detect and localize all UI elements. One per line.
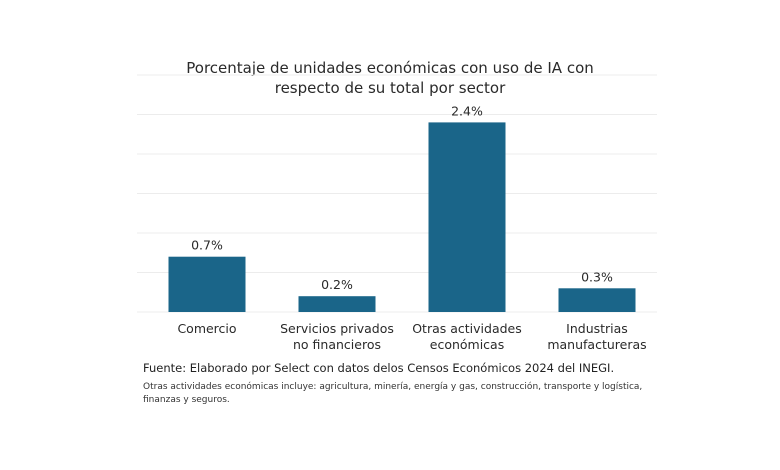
x-tick-label: manufactureras — [547, 337, 646, 352]
chart-title: Porcentaje de unidades económicas con us… — [140, 58, 640, 98]
data-label: 0.2% — [321, 277, 353, 292]
x-tick-label: Otras actividades — [412, 321, 522, 336]
x-tick-label: económicas — [430, 337, 504, 352]
footnote: Otras actividades económicas incluye: ag… — [143, 382, 643, 405]
bar — [298, 296, 376, 312]
data-label: 0.7% — [191, 238, 223, 253]
chart-title-line-1: Porcentaje de unidades económicas con us… — [186, 59, 594, 77]
bars — [168, 122, 636, 313]
data-labels: 0.7% 0.2% 2.4% 0.3% — [191, 103, 613, 292]
data-label: 2.4% — [451, 103, 483, 118]
x-tick-label: Industrias — [566, 321, 628, 336]
chart-title-line-2: respecto de su total por sector — [274, 79, 506, 97]
bar — [428, 122, 506, 313]
x-tick-label: no financieros — [293, 337, 381, 352]
bar — [558, 288, 636, 312]
x-tick-label: Comercio — [177, 321, 236, 336]
bar — [168, 256, 246, 312]
data-label: 0.3% — [581, 269, 613, 284]
x-tick-label: Servicios privados — [280, 321, 394, 336]
source-note: Fuente: Elaborado por Select con datos d… — [143, 361, 615, 375]
